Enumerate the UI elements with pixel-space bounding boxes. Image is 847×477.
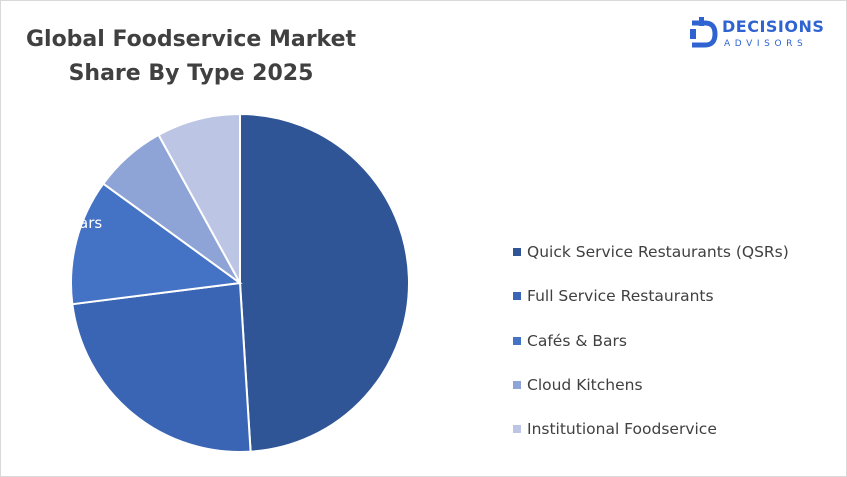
legend-label: Institutional Foodservice — [527, 420, 717, 439]
legend-swatch — [513, 380, 521, 389]
legend-swatch — [513, 336, 521, 345]
logo-subtitle: ADVISORS — [724, 39, 808, 49]
legend-label: Cloud Kitchens — [527, 375, 643, 394]
pie-slice-3 — [70, 182, 243, 306]
legend-swatch — [513, 248, 521, 256]
legend-item-3: Cafés & Bars — [513, 330, 789, 352]
legend-item-5: Institutional Foodservice — [513, 418, 789, 440]
legend-label: Quick Service Restaurants (QSRs) — [527, 243, 789, 261]
legend-swatch — [513, 292, 521, 301]
decisions-advisors-logo-icon — [690, 17, 718, 48]
brand-logo: DECISIONS ADVISORS — [688, 15, 838, 57]
legend-label: Full Service Restaurants — [527, 287, 714, 306]
legend-item-1: Quick Service Restaurants (QSRs) — [513, 241, 789, 263]
chart-title: Global Foodservice Market Share By Type … — [11, 23, 371, 91]
data-label-1: ars — [79, 214, 102, 232]
chart-title-line-1: Global Foodservice Market — [25, 27, 357, 52]
legend-item-4: Cloud Kitchens — [513, 374, 789, 396]
pie-slice-5 — [157, 112, 241, 284]
legend-item-2: Full Service Restaurants — [513, 285, 789, 307]
chart-legend: Quick Service Restaurants (QSRs) Full Ser… — [513, 241, 789, 462]
logo-name: DECISIONS — [722, 17, 825, 36]
pie-slice-2 — [71, 281, 252, 454]
legend-label: Cafés & Bars — [527, 331, 627, 350]
pie-slice-1 — [239, 112, 411, 453]
chart-title-line-2: Share By Type 2025 — [68, 61, 314, 86]
legend-swatch — [513, 425, 521, 434]
